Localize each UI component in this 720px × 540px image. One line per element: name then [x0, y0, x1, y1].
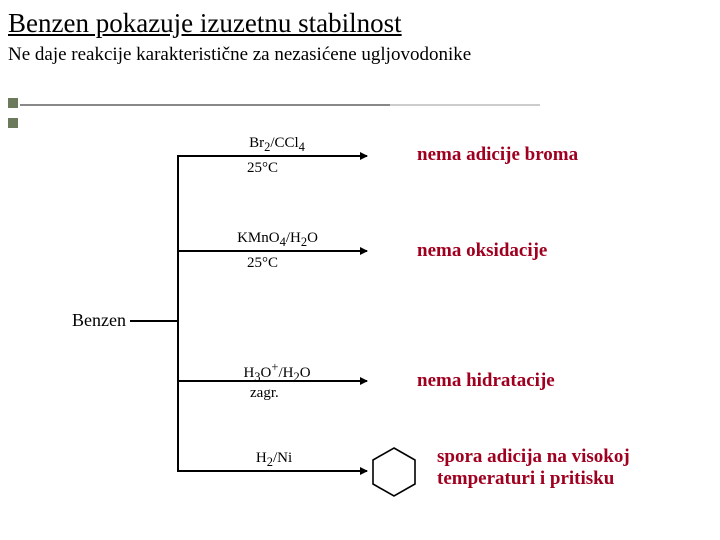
- reagent-label: KMnO4/H2O: [220, 230, 335, 250]
- stem-line: [130, 320, 177, 322]
- vertical-line: [177, 155, 179, 470]
- reagent-label: Br2/CCl4: [232, 135, 322, 155]
- divider-line: [20, 104, 390, 106]
- bullet-square-icon: [8, 118, 18, 128]
- result-text: nema oksidacije: [417, 240, 547, 262]
- reaction-diagram: Benzen Br2/CCl4 25°C nema adicije broma …: [72, 150, 672, 490]
- result-text: nema adicije broma: [417, 144, 578, 166]
- condition-label: 25°C: [247, 160, 278, 177]
- reaction-arrow: [177, 470, 367, 472]
- benzene-label: Benzen: [72, 310, 126, 331]
- slide-subtitle: Ne daje reakcije karakteristične za neza…: [8, 44, 471, 66]
- slide-title: Benzen pokazuje izuzetnu stabilnost: [8, 8, 402, 39]
- divider-line-light: [390, 104, 540, 106]
- condition-label: 25°C: [247, 255, 278, 272]
- cyclohexane-icon: [370, 446, 418, 498]
- reaction-arrow: [177, 155, 367, 157]
- bullet-square-icon: [8, 98, 18, 108]
- reagent-label: H3O+/H2O: [227, 360, 327, 385]
- reagent-label: H2/Ni: [244, 450, 304, 470]
- reaction-arrow: [177, 250, 367, 252]
- condition-label: zagr.: [250, 385, 279, 402]
- result-text: spora adicija na visokoj temperaturi i p…: [437, 446, 647, 490]
- result-text: nema hidratacije: [417, 370, 555, 392]
- slide: Benzen pokazuje izuzetnu stabilnost Ne d…: [0, 0, 720, 540]
